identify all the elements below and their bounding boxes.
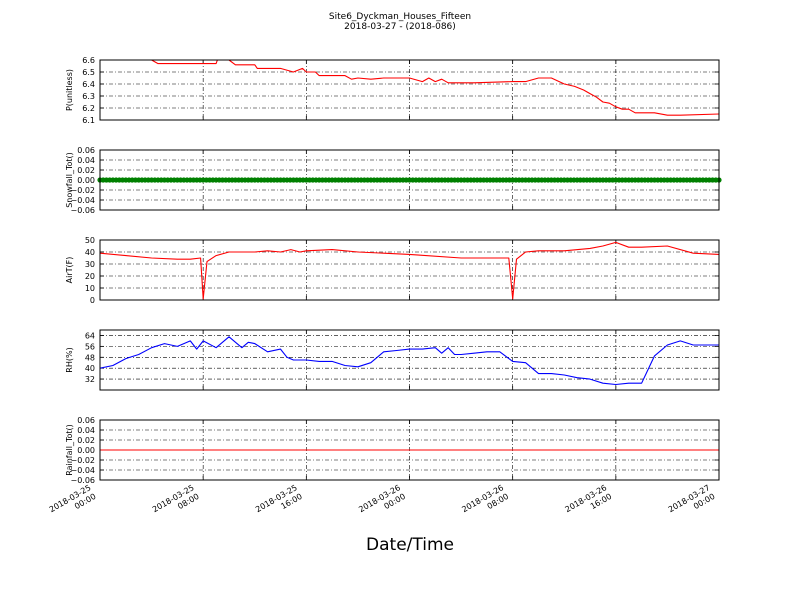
y-tick-label: 20 <box>85 272 95 281</box>
y-axis-label: Snowfall_Tot() <box>65 152 74 208</box>
plot-frame <box>99 239 720 301</box>
subplot-3: 0 10 20 30 40 50 AirT(F) <box>65 236 720 305</box>
y-tick-label: 6.5 <box>82 68 95 77</box>
y-tick-label: −0.02 <box>70 186 95 195</box>
subplot-2: −0.06−0.04−0.020.000.020.040.06Snowfall_… <box>65 146 722 215</box>
y-tick-label: 56 <box>85 342 95 351</box>
y-tick-label: −0.04 <box>70 466 95 475</box>
y-tick-label: 0.02 <box>77 436 95 445</box>
y-tick-label: 0.06 <box>77 146 95 155</box>
y-tick-label: 6.2 <box>82 104 95 113</box>
y-tick-label: 0 <box>90 296 95 305</box>
series-line <box>99 336 719 386</box>
subplots: 6.16.26.36.46.56.6P(unitless)−0.06−0.04−… <box>65 56 722 485</box>
plot-frame <box>99 419 720 481</box>
y-tick-label: −0.02 <box>70 456 95 465</box>
series-line <box>100 59 720 116</box>
y-tick-label: 30 <box>85 260 95 269</box>
y-tick-label: 0.04 <box>77 426 95 435</box>
y-tick-label: 6.3 <box>82 92 95 101</box>
y-tick-label: −0.04 <box>70 196 95 205</box>
x-axis-label: Date/Time <box>366 535 454 555</box>
y-tick-label: 10 <box>85 284 95 293</box>
y-tick-label: 0.00 <box>77 176 95 185</box>
y-tick-label: 0.02 <box>77 166 95 175</box>
y-tick-label: 6.1 <box>82 116 95 125</box>
y-tick-label: 6.4 <box>82 80 95 89</box>
plot-frame <box>99 59 720 121</box>
y-axis-label: AirT(F) <box>65 257 74 284</box>
plot-frame <box>99 149 720 211</box>
subplot-4: 32 40 48 56 64 RH(%) <box>65 329 720 391</box>
y-tick-label: 32 <box>85 375 95 384</box>
subplot-1: 6.1 6.2 6.3 6.4 6.5 6.6 P(unitless) <box>65 56 720 125</box>
y-tick-label: 0.04 <box>77 156 95 165</box>
figure-subtitle: 2018-03-27 - (2018-086) <box>344 22 456 32</box>
y-axis-label: P(unitless) <box>65 69 74 111</box>
y-tick-label: −0.06 <box>70 476 95 485</box>
y-tick-label: 6.6 <box>82 56 95 65</box>
y-tick-label: 0.06 <box>77 416 95 425</box>
figure-title: Site6_Dyckman_Houses_Fifteen <box>329 12 471 22</box>
subplot-5: −0.06−0.04−0.020.000.020.040.06Rainfall_… <box>65 416 720 485</box>
plot-frame <box>99 329 720 391</box>
y-tick-label: −0.06 <box>70 206 95 215</box>
y-tick-label: 40 <box>85 364 95 373</box>
y-axis-label: RH(%) <box>65 347 74 372</box>
y-tick-label: 48 <box>85 353 95 362</box>
y-tick-label: 50 <box>85 236 95 245</box>
y-tick-label: 64 <box>85 331 95 340</box>
y-tick-label: 0.00 <box>77 446 95 455</box>
series-line <box>99 241 720 300</box>
y-axis-label: Rainfall_Tot() <box>65 424 74 476</box>
y-tick-label: 40 <box>85 248 95 257</box>
